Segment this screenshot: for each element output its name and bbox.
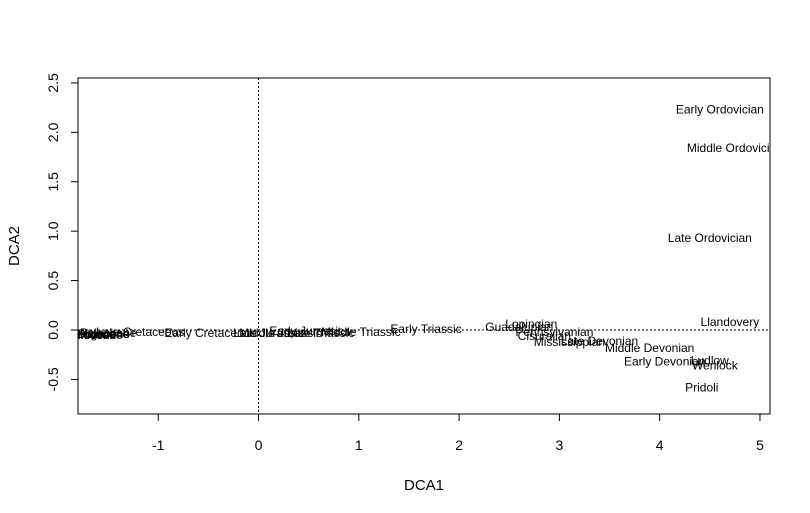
point-label: Oligocene bbox=[76, 327, 130, 341]
point-label: Late Jurassic bbox=[233, 326, 304, 340]
point-label: Guadalupian bbox=[485, 320, 553, 334]
point-labels: Early Ordovician Middle Ordovician Late Or… bbox=[67, 103, 783, 395]
point-label: Mississippian bbox=[534, 335, 605, 349]
y-tick-label: 1.5 bbox=[45, 172, 61, 192]
x-tick-label: 3 bbox=[555, 437, 563, 453]
point-label: Cisuralian bbox=[518, 329, 571, 343]
point-label: Late Ordovician bbox=[668, 231, 752, 245]
point-label: Middle Devonian bbox=[605, 341, 694, 355]
y-axis: -0.5 0.0 0.5 1.0 1.5 2.0 2.5 bbox=[45, 73, 79, 391]
point-label: Early Jurassic bbox=[269, 324, 344, 338]
reference-lines bbox=[78, 78, 770, 414]
x-tick-label: 5 bbox=[756, 437, 764, 453]
point-label: Middle Jurassic bbox=[239, 326, 322, 340]
x-tick-label: -1 bbox=[152, 437, 165, 453]
point-label: Early Devonian bbox=[624, 355, 705, 369]
y-tick-label: 1.0 bbox=[45, 221, 61, 241]
point-label: Late Triassic bbox=[287, 326, 354, 340]
point-label: Pleistocene bbox=[67, 327, 129, 341]
x-axis: -1 0 1 2 3 4 5 bbox=[152, 413, 764, 453]
y-tick-label: 2.5 bbox=[45, 73, 61, 93]
y-tick-label: 0.5 bbox=[45, 271, 61, 291]
x-tick-label: 1 bbox=[355, 437, 363, 453]
point-label: Lopingian bbox=[505, 317, 557, 331]
y-axis-title: DCA2 bbox=[6, 226, 23, 266]
point-label: Miocene bbox=[77, 328, 123, 342]
point-label: Eocene bbox=[75, 327, 116, 341]
point-label: Pridoli bbox=[685, 380, 718, 394]
point-label: Pliocene bbox=[70, 328, 116, 342]
point-label: Wenlock bbox=[692, 359, 739, 373]
point-label: Early Cretaceous bbox=[164, 326, 256, 340]
x-tick-label: 4 bbox=[656, 437, 664, 453]
x-tick-label: 2 bbox=[455, 437, 463, 453]
point-label: Early Ordovician bbox=[676, 103, 764, 117]
point-label: Pennsylvanian bbox=[515, 325, 593, 339]
point-label: Paleocene bbox=[80, 326, 137, 340]
point-label: Late Cretaceous bbox=[96, 325, 184, 339]
point-label: Llandovery bbox=[701, 315, 760, 329]
point-label: Late Devonian bbox=[561, 334, 638, 348]
x-tick-label: 0 bbox=[255, 437, 263, 453]
point-label: Early Triassic bbox=[390, 322, 461, 336]
x-axis-title: DCA1 bbox=[404, 477, 444, 494]
point-label: Middle Ordovician bbox=[687, 141, 783, 155]
point-label: Middle Triassic bbox=[321, 325, 400, 339]
y-tick-label: 2.0 bbox=[45, 122, 61, 142]
y-tick-label: 0.0 bbox=[45, 320, 61, 340]
point-label: Ludlow bbox=[691, 354, 729, 368]
y-tick-label: -0.5 bbox=[45, 367, 61, 391]
